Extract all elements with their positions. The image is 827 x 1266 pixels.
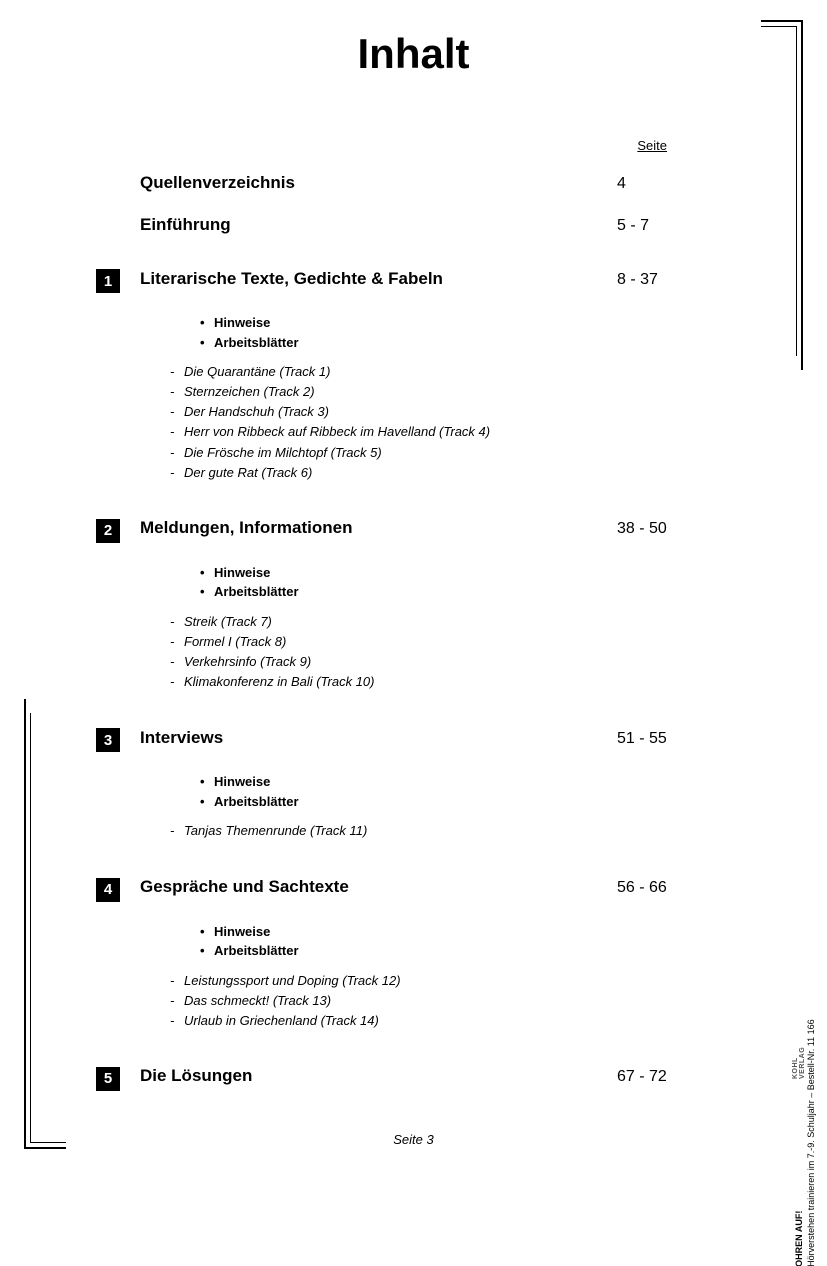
publisher-logo: KOHL VERLAG xyxy=(779,1039,819,1079)
toc-section: 4Gespräche und Sachtexte56 - 66 HinweiseA… xyxy=(140,876,697,1031)
dash-item: Klimakonferenz in Bali (Track 10) xyxy=(170,672,697,692)
section-dash-list: Tanjas Themenrunde (Track 11) xyxy=(170,821,697,841)
section-pages: 38 - 50 xyxy=(617,520,697,538)
section-title: Gespräche und Sachtexte xyxy=(140,877,617,897)
dash-item: Formel I (Track 8) xyxy=(170,632,697,652)
bullet-item: Arbeitsblätter xyxy=(200,582,697,602)
toc-content: Seite Quellenverzeichnis4 Einführung5 - 7… xyxy=(140,138,697,1135)
section-title: Literarische Texte, Gedichte & Fabeln xyxy=(140,269,617,289)
page-column-header: Seite xyxy=(140,138,697,153)
toc-section-row: 1Literarische Texte, Gedichte & Fabeln8 … xyxy=(140,267,697,291)
dash-item: Der gute Rat (Track 6) xyxy=(170,463,697,483)
bullet-item: Arbeitsblätter xyxy=(200,333,697,353)
page: Inhalt Seite Quellenverzeichnis4Einführu… xyxy=(0,0,827,1169)
page-title: Inhalt xyxy=(50,30,777,78)
dash-item: Das schmeckt! (Track 13) xyxy=(170,991,697,1011)
toc-section-row: 3Interviews51 - 55 xyxy=(140,726,697,750)
section-dash-list: Die Quarantäne (Track 1)Sternzeichen (Tr… xyxy=(170,362,697,483)
toc-section: 2Meldungen, Informationen38 - 50 Hinweise… xyxy=(140,517,697,693)
dash-item: Die Quarantäne (Track 1) xyxy=(170,362,697,382)
section-pages: 56 - 66 xyxy=(617,879,697,897)
side-text-line1: OHREN AUF! xyxy=(794,1210,804,1266)
section-title: Interviews xyxy=(140,728,617,748)
section-title: Die Lösungen xyxy=(140,1066,617,1086)
bullet-item: Hinweise xyxy=(200,922,697,942)
dash-item: Der Handschuh (Track 3) xyxy=(170,402,697,422)
section-pages: 8 - 37 xyxy=(617,271,697,289)
section-number-box: 5 xyxy=(96,1067,120,1091)
corner-decoration-bottom-left xyxy=(24,699,66,1149)
toc-simple-row: Quellenverzeichnis4 xyxy=(140,173,697,193)
bullet-item: Hinweise xyxy=(200,563,697,583)
toc-simple-row: Einführung5 - 7 xyxy=(140,215,697,235)
toc-entry-title: Quellenverzeichnis xyxy=(140,173,617,193)
section-bullets: HinweiseArbeitsblätter xyxy=(200,563,697,602)
section-number-box: 2 xyxy=(96,519,120,543)
section-bullets: HinweiseArbeitsblätter xyxy=(200,772,697,811)
dash-item: Verkehrsinfo (Track 9) xyxy=(170,652,697,672)
toc-section-row: 5Die Lösungen67 - 72 xyxy=(140,1065,697,1089)
dash-item: Urlaub in Griechenland (Track 14) xyxy=(170,1011,697,1031)
dash-item: Sternzeichen (Track 2) xyxy=(170,382,697,402)
toc-section: 3Interviews51 - 55 HinweiseArbeitsblätter… xyxy=(140,726,697,841)
section-pages: 67 - 72 xyxy=(617,1068,697,1086)
toc-entry-pages: 4 xyxy=(617,175,697,193)
dash-item: Tanjas Themenrunde (Track 11) xyxy=(170,821,697,841)
toc-entry-pages: 5 - 7 xyxy=(617,217,697,235)
section-dash-list: Streik (Track 7)Formel I (Track 8)Verkeh… xyxy=(170,612,697,693)
toc-entry-title: Einführung xyxy=(140,215,617,235)
section-title: Meldungen, Informationen xyxy=(140,518,617,538)
publisher-logo-text: KOHL VERLAG xyxy=(792,1039,806,1079)
section-bullets: HinweiseArbeitsblätter xyxy=(200,922,697,961)
page-footer: Seite 3 xyxy=(0,1132,827,1147)
toc-section: 5Die Lösungen67 - 72 xyxy=(140,1065,697,1135)
section-dash-list: Leistungssport und Doping (Track 12)Das … xyxy=(170,971,697,1031)
bullet-item: Arbeitsblätter xyxy=(200,792,697,812)
toc-section: 1Literarische Texte, Gedichte & Fabeln8 … xyxy=(140,267,697,483)
bullet-item: Hinweise xyxy=(200,313,697,333)
dash-item: Die Frösche im Milchtopf (Track 5) xyxy=(170,443,697,463)
section-number-box: 3 xyxy=(96,728,120,752)
bullet-item: Hinweise xyxy=(200,772,697,792)
section-pages: 51 - 55 xyxy=(617,730,697,748)
dash-item: Leistungssport und Doping (Track 12) xyxy=(170,971,697,991)
corner-decoration-top-right xyxy=(761,20,803,370)
dash-item: Herr von Ribbeck auf Ribbeck im Havellan… xyxy=(170,422,697,442)
toc-section-row: 4Gespräche und Sachtexte56 - 66 xyxy=(140,876,697,900)
toc-section-row: 2Meldungen, Informationen38 - 50 xyxy=(140,517,697,541)
section-number-box: 4 xyxy=(96,878,120,902)
section-bullets: HinweiseArbeitsblätter xyxy=(200,313,697,352)
section-number-box: 1 xyxy=(96,269,120,293)
dash-item: Streik (Track 7) xyxy=(170,612,697,632)
bullet-item: Arbeitsblätter xyxy=(200,941,697,961)
